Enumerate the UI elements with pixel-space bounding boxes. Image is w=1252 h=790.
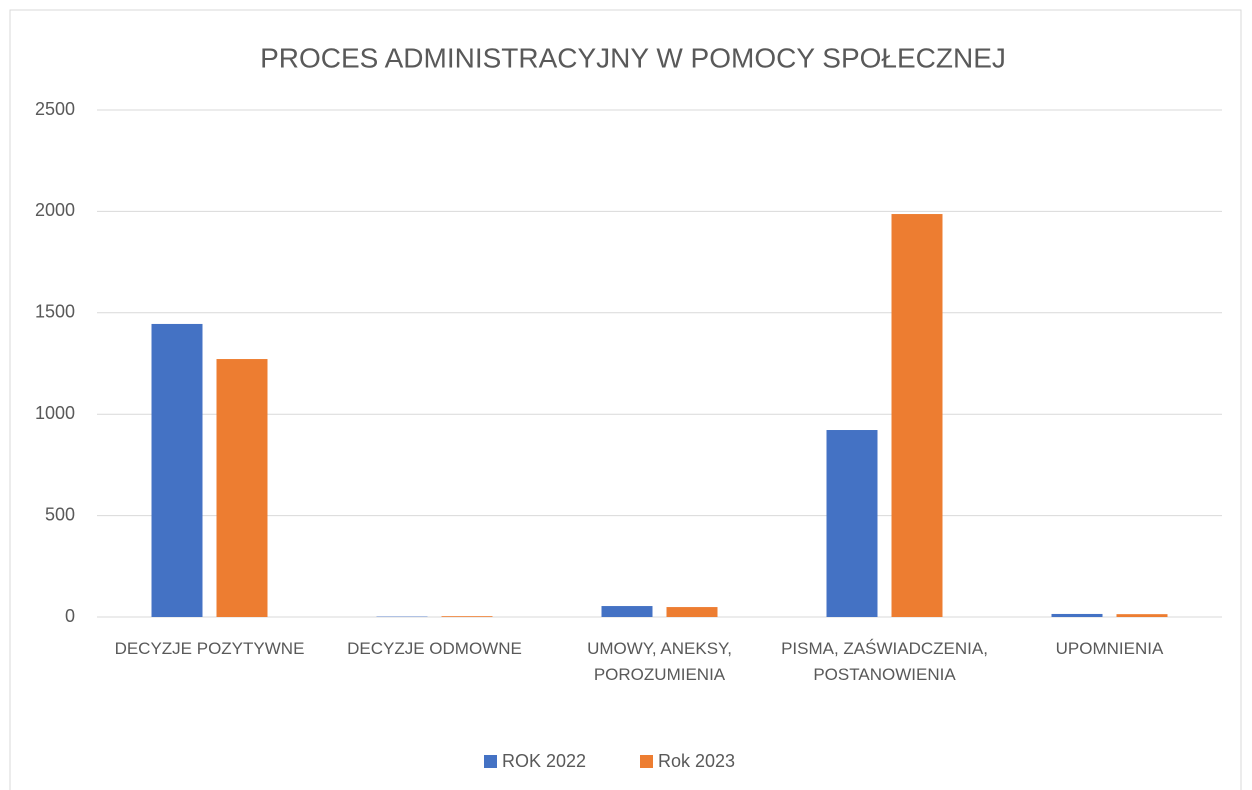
x-tick-label: UMOWY, ANEKSY, POROZUMIENIA: [587, 639, 732, 684]
bar: [1116, 614, 1168, 617]
bar: [216, 359, 268, 617]
x-tick-label: DECYZJE ODMOWNE: [347, 639, 522, 658]
y-tick-label: 1000: [35, 403, 75, 423]
bar: [601, 606, 653, 617]
bar: [666, 607, 718, 617]
x-tick-label: UPOMNIENIA: [1055, 639, 1164, 658]
y-tick-label: 1500: [35, 302, 75, 322]
bar: [891, 214, 943, 617]
chart-border: [9, 9, 1242, 790]
x-tick-label: PISMA, ZAŚWIADCZENIA, POSTANOWIENIA: [781, 639, 988, 684]
legend-swatch: [640, 755, 653, 768]
legend-label: ROK 2022: [502, 751, 586, 771]
y-tick-label: 0: [65, 606, 75, 626]
legend-swatch: [484, 755, 497, 768]
legend-label: Rok 2023: [658, 751, 735, 771]
bar: [151, 323, 203, 617]
y-tick-label: 2500: [35, 99, 75, 119]
bar: [441, 616, 493, 617]
y-tick-label: 2000: [35, 200, 75, 220]
x-tick-label: DECYZJE POZYTYWNE: [114, 639, 305, 658]
bar: [1051, 613, 1103, 617]
bar: [826, 430, 878, 617]
y-tick-label: 500: [45, 504, 75, 524]
chart-title: PROCES ADMINISTRACYJNY W POMOCY SPOŁECZN…: [260, 42, 1006, 73]
